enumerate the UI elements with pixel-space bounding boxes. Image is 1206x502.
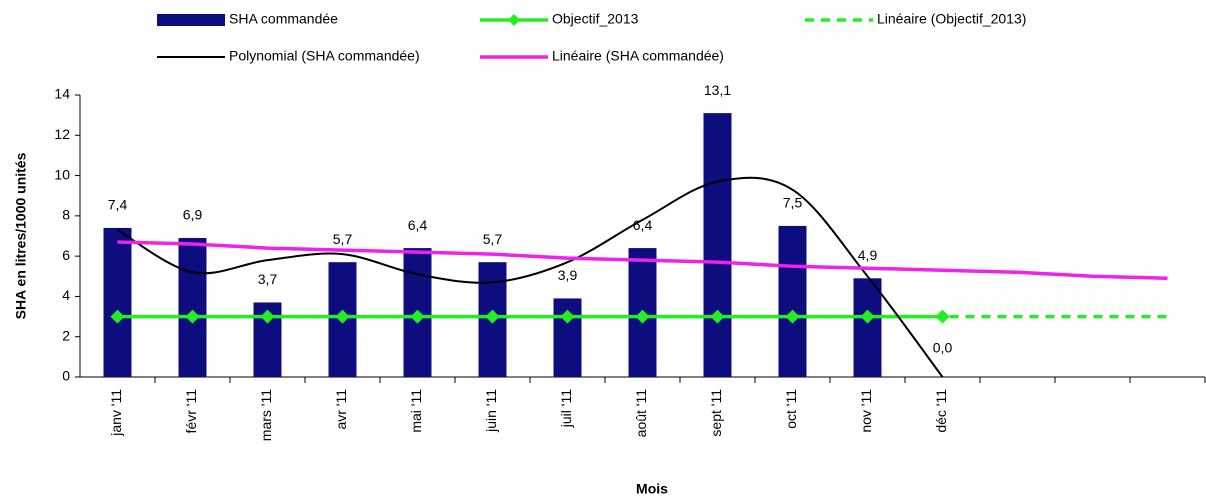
legend-marker	[508, 14, 520, 26]
legend-swatch	[157, 14, 225, 26]
data-label: 5,7	[333, 231, 353, 247]
bar	[103, 227, 132, 377]
data-label: 6,4	[408, 217, 428, 233]
bar	[853, 278, 882, 377]
bar	[703, 113, 732, 377]
line-marker	[635, 309, 650, 324]
line-marker	[185, 309, 200, 324]
x-tick-label: févr '11	[183, 389, 199, 434]
legend-label: Linéaire (SHA commandée)	[552, 48, 724, 64]
x-tick-label: déc '11	[933, 389, 949, 433]
data-label: 13,1	[704, 82, 731, 98]
legend-label: Linéaire (Objectif_2013)	[877, 11, 1026, 27]
line-marker	[260, 309, 275, 324]
line-marker	[560, 309, 575, 324]
line	[117, 240, 1168, 281]
data-label: 4,9	[858, 247, 878, 263]
data-label: 6,9	[183, 207, 203, 223]
line-marker	[860, 309, 875, 324]
legend-label: Polynomial (SHA commandée)	[229, 48, 420, 64]
x-tick-label: juil '11	[558, 389, 574, 428]
x-tick-label: mai '11	[408, 389, 424, 433]
data-label: 3,9	[558, 267, 578, 283]
line-marker	[110, 309, 125, 324]
y-axis-label: SHA en litres/1000 unités	[13, 152, 29, 319]
y-tick-label: 2	[62, 327, 70, 343]
data-label: 5,7	[483, 231, 503, 247]
line-marker	[335, 309, 350, 324]
line-marker	[710, 309, 725, 324]
bar	[778, 225, 807, 377]
x-axis-label: Mois	[636, 481, 668, 497]
data-label: 7,4	[108, 197, 128, 213]
legend-label: SHA commandée	[229, 11, 338, 27]
y-tick-label: 8	[62, 207, 70, 223]
line-marker	[935, 309, 950, 324]
y-tick-label: 10	[54, 166, 70, 182]
data-label: 6,4	[633, 217, 653, 233]
y-tick-label: 0	[62, 368, 70, 384]
line-marker	[485, 309, 500, 324]
y-tick-label: 12	[54, 126, 70, 142]
y-tick-label: 4	[62, 287, 70, 303]
data-label: 3,7	[258, 271, 278, 287]
x-tick-label: nov '11	[858, 389, 874, 433]
line-marker	[410, 309, 425, 324]
y-tick-label: 6	[62, 247, 70, 263]
x-tick-label: juin '11	[483, 389, 499, 433]
line	[117, 176, 944, 378]
legend-label: Objectif_2013	[552, 11, 639, 27]
line-marker	[785, 309, 800, 324]
x-tick-label: sept '11	[708, 389, 724, 437]
bar	[178, 238, 207, 377]
y-tick-label: 14	[54, 86, 70, 102]
x-tick-label: janv '11	[108, 389, 124, 437]
data-label: 7,5	[783, 195, 803, 211]
x-tick-label: oct '11	[783, 389, 799, 429]
x-tick-label: avr '11	[333, 389, 349, 430]
data-label: 0,0	[933, 340, 953, 356]
x-tick-label: août '11	[633, 389, 649, 438]
x-tick-label: mars '11	[258, 389, 274, 441]
